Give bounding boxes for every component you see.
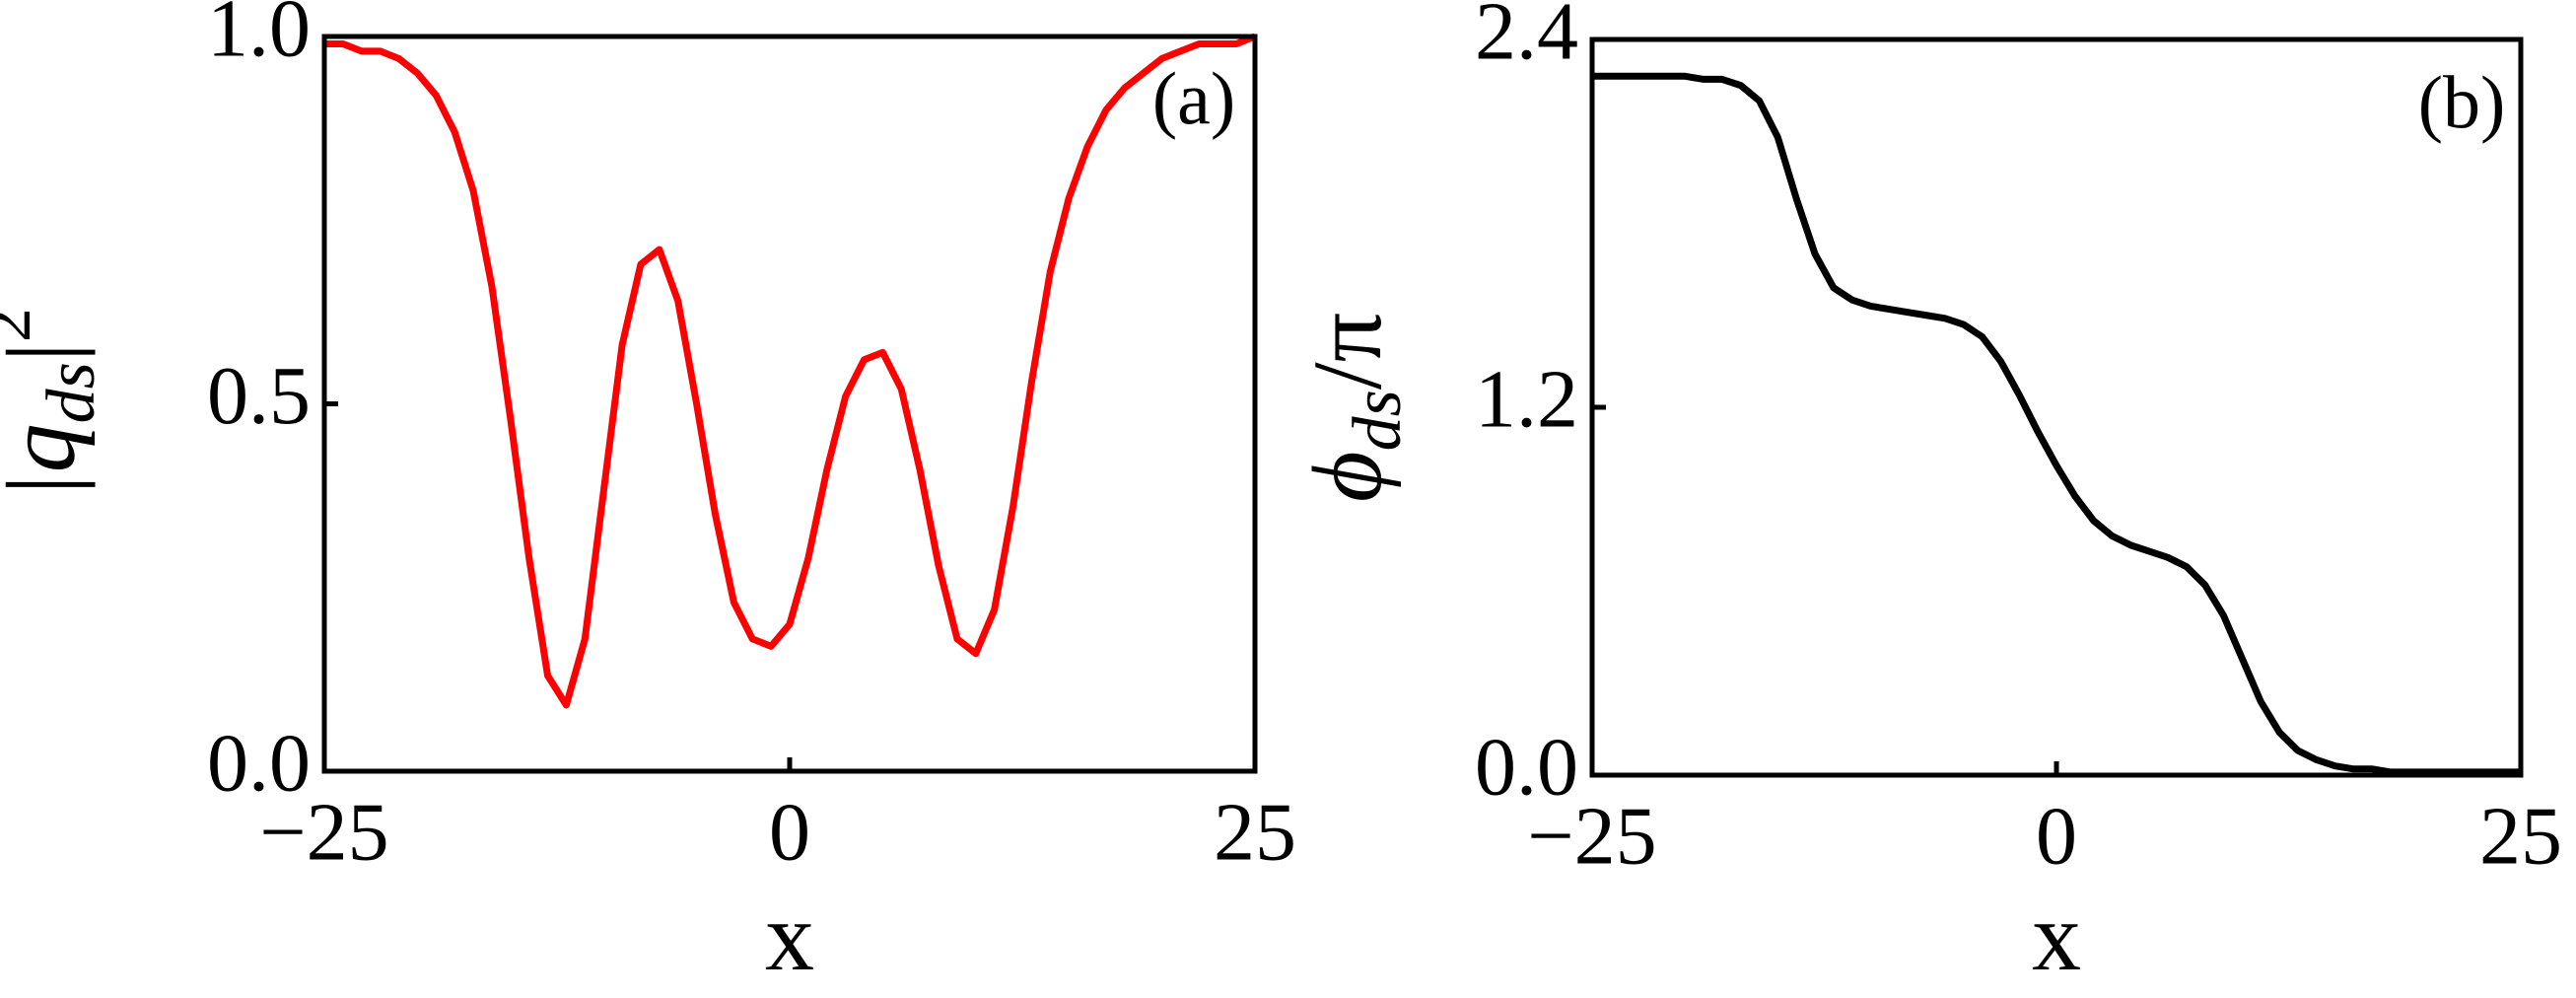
data-line (1592, 72, 2521, 776)
y-axis-label: |qds|2 (0, 308, 109, 500)
y-axis-label-part: ϕ (1292, 451, 1402, 502)
y-tick-label: 1.2 (1475, 353, 1578, 445)
x-axis-label: x (765, 882, 814, 991)
x-tick-label: 0 (769, 786, 810, 878)
x-axis-label: x (2032, 882, 2081, 991)
y-axis-label: ϕds/π (1292, 313, 1416, 502)
data-line (324, 33, 1257, 709)
x-tick-label: 0 (2036, 790, 2077, 882)
y-tick-label: 1.0 (207, 0, 311, 74)
panel-label: (b) (2418, 61, 2506, 144)
x-tick-label: −25 (1527, 790, 1656, 882)
y-axis-label-part: ds (1340, 390, 1416, 451)
x-tick-label: 25 (2479, 790, 2562, 882)
panel-label: (a) (1152, 57, 1235, 140)
y-tick-label: 0.0 (1475, 721, 1578, 813)
y-tick-label: 0.5 (207, 350, 311, 442)
y-axis-label-part: | (0, 342, 96, 362)
x-tick-label: 25 (1214, 786, 1296, 878)
plot-frame (321, 34, 1258, 774)
plot-frame (1589, 36, 2524, 778)
y-axis-label-part: ds (34, 362, 109, 423)
y-tick-label: 0.0 (207, 717, 311, 809)
x-tick-label: −25 (259, 786, 388, 878)
y-axis-label-part: |q (0, 423, 96, 500)
y-axis-label-part: /π (1292, 313, 1402, 390)
y-tick-label: 2.4 (1475, 0, 1578, 77)
y-axis-label-part: 2 (0, 308, 45, 342)
